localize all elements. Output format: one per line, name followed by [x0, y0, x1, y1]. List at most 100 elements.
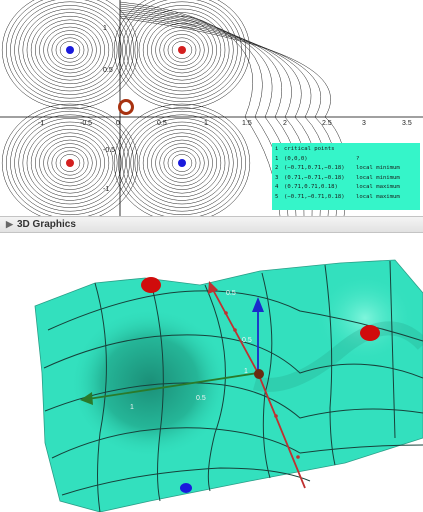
table-cell: local maximum	[356, 193, 400, 200]
max-point-2d[interactable]	[66, 159, 74, 167]
saddle-point-2d[interactable]	[118, 99, 134, 115]
axes-3d	[80, 281, 306, 489]
panel-title: 3D Graphics	[17, 219, 76, 230]
contour-line	[51, 33, 89, 67]
contour-line	[35, 19, 105, 81]
z-axis-arrow-icon	[252, 297, 264, 312]
contour-line	[1, 0, 139, 110]
max-point-2d[interactable]	[178, 46, 186, 54]
contour-line	[6, 107, 134, 216]
contour-line	[6, 0, 134, 106]
table-row: 5 (−0.71,−0.71,0.18) local maximum	[275, 193, 417, 203]
x-tick-label: 0	[116, 120, 120, 127]
table-header-row: i critical points	[275, 145, 417, 155]
y-tick-label: 1	[103, 25, 107, 32]
contour-line	[26, 125, 114, 201]
contour-line	[119, 3, 289, 216]
table-cell: local minimum	[356, 174, 400, 181]
max-point-3d[interactable]	[360, 325, 380, 341]
contour-line	[47, 143, 93, 183]
table-cell: local maximum	[356, 184, 400, 190]
contour-line	[35, 132, 105, 194]
graphics-3d-view[interactable]: 0.5 1 0.5 0.5 1	[0, 233, 423, 512]
collapse-arrow-icon[interactable]: ▶	[6, 219, 13, 229]
contour-line	[113, 0, 251, 110]
table-cell: critical points	[284, 146, 335, 152]
saddle-point-3d[interactable]	[254, 369, 264, 379]
contour-line	[1, 103, 139, 216]
contour-line	[130, 118, 234, 208]
axis-label: 1	[244, 368, 248, 375]
axis-label: 0.5	[226, 290, 236, 297]
x-tick-label: 3.5	[402, 120, 412, 127]
x-tick-label: 2.5	[322, 120, 332, 127]
table-cell: 4	[275, 184, 279, 190]
x-tick-label: 3	[362, 120, 366, 127]
contour-line	[122, 0, 242, 103]
contour-line	[59, 41, 81, 59]
table-cell: local minimum	[356, 165, 400, 171]
y-axis-ticks: 1 0.5 -0.5 -1	[103, 25, 115, 193]
contour-line	[171, 154, 193, 172]
min-point-2d[interactable]	[66, 46, 74, 54]
contour-line	[43, 139, 97, 187]
x-tick-label: 0.5	[157, 120, 167, 127]
table-cell: 5	[275, 193, 279, 200]
contour-line	[159, 143, 205, 183]
contour-line	[30, 15, 110, 85]
min-point-3d[interactable]	[180, 483, 192, 493]
y-axis-3d-neg	[257, 372, 306, 489]
contour-line	[138, 125, 226, 201]
contour-line	[14, 1, 126, 99]
critical-points-table[interactable]: i critical points 1 (0,0,0) ? 2 (−0.71,0…	[272, 143, 420, 210]
table-cell: (0.71,−0.71,−0.18)	[284, 174, 345, 181]
table-cell: ?	[356, 155, 360, 162]
max-point-3d[interactable]	[141, 277, 161, 293]
y-tick-label: 0.5	[103, 67, 113, 74]
contour-line	[122, 110, 242, 216]
y-tick-dot	[224, 311, 228, 315]
x-tick-label: 1	[204, 120, 208, 127]
contour-line	[171, 41, 193, 59]
critical-points-3d	[141, 277, 380, 493]
x-tick-label: -1	[38, 120, 44, 127]
contour-line	[134, 121, 230, 205]
panel-header-3d[interactable]: ▶ 3D Graphics	[0, 216, 423, 233]
contour-line	[151, 23, 213, 77]
contour-line	[151, 136, 213, 190]
contour-line	[163, 33, 201, 67]
surface-mesh	[43, 260, 423, 512]
min-point-2d[interactable]	[178, 159, 186, 167]
contour-line	[167, 150, 197, 176]
x-tick-label: 1.5	[242, 120, 252, 127]
axis-label: 1	[130, 404, 134, 411]
axis-label: 0.5	[196, 395, 206, 402]
contour-line	[119, 5, 297, 216]
y-axis-arrow-icon	[208, 281, 218, 294]
contour-line	[118, 0, 246, 106]
y-tick-dot	[296, 455, 300, 459]
x-tick-label: 2	[283, 120, 287, 127]
contour-line	[39, 23, 101, 77]
contour-line	[147, 132, 217, 194]
table-cell: 1	[275, 155, 279, 162]
contour-line	[118, 107, 246, 216]
contour-line	[134, 8, 230, 92]
table-row: 1 (0,0,0) ?	[275, 155, 417, 165]
y-tick-label: -0.5	[103, 147, 115, 154]
contour-line	[113, 103, 251, 216]
contour-line	[47, 30, 93, 70]
contour-line	[22, 121, 118, 205]
table-row: 3 (0.71,−0.71,−0.18) local minimum	[275, 174, 417, 184]
table-cell: (−0.71,0.71,−0.18)	[284, 165, 345, 171]
contour-line	[18, 5, 122, 95]
table-cell: i	[275, 146, 279, 152]
contour-line	[22, 8, 118, 92]
x-axis-3d	[87, 372, 259, 400]
table-cell: 2	[275, 165, 279, 171]
table-cell: (0,0,0)	[284, 155, 308, 162]
contour-line	[59, 154, 81, 172]
contour-line	[14, 114, 126, 212]
contour-line	[147, 19, 217, 81]
y-tick-label: -1	[103, 186, 109, 193]
